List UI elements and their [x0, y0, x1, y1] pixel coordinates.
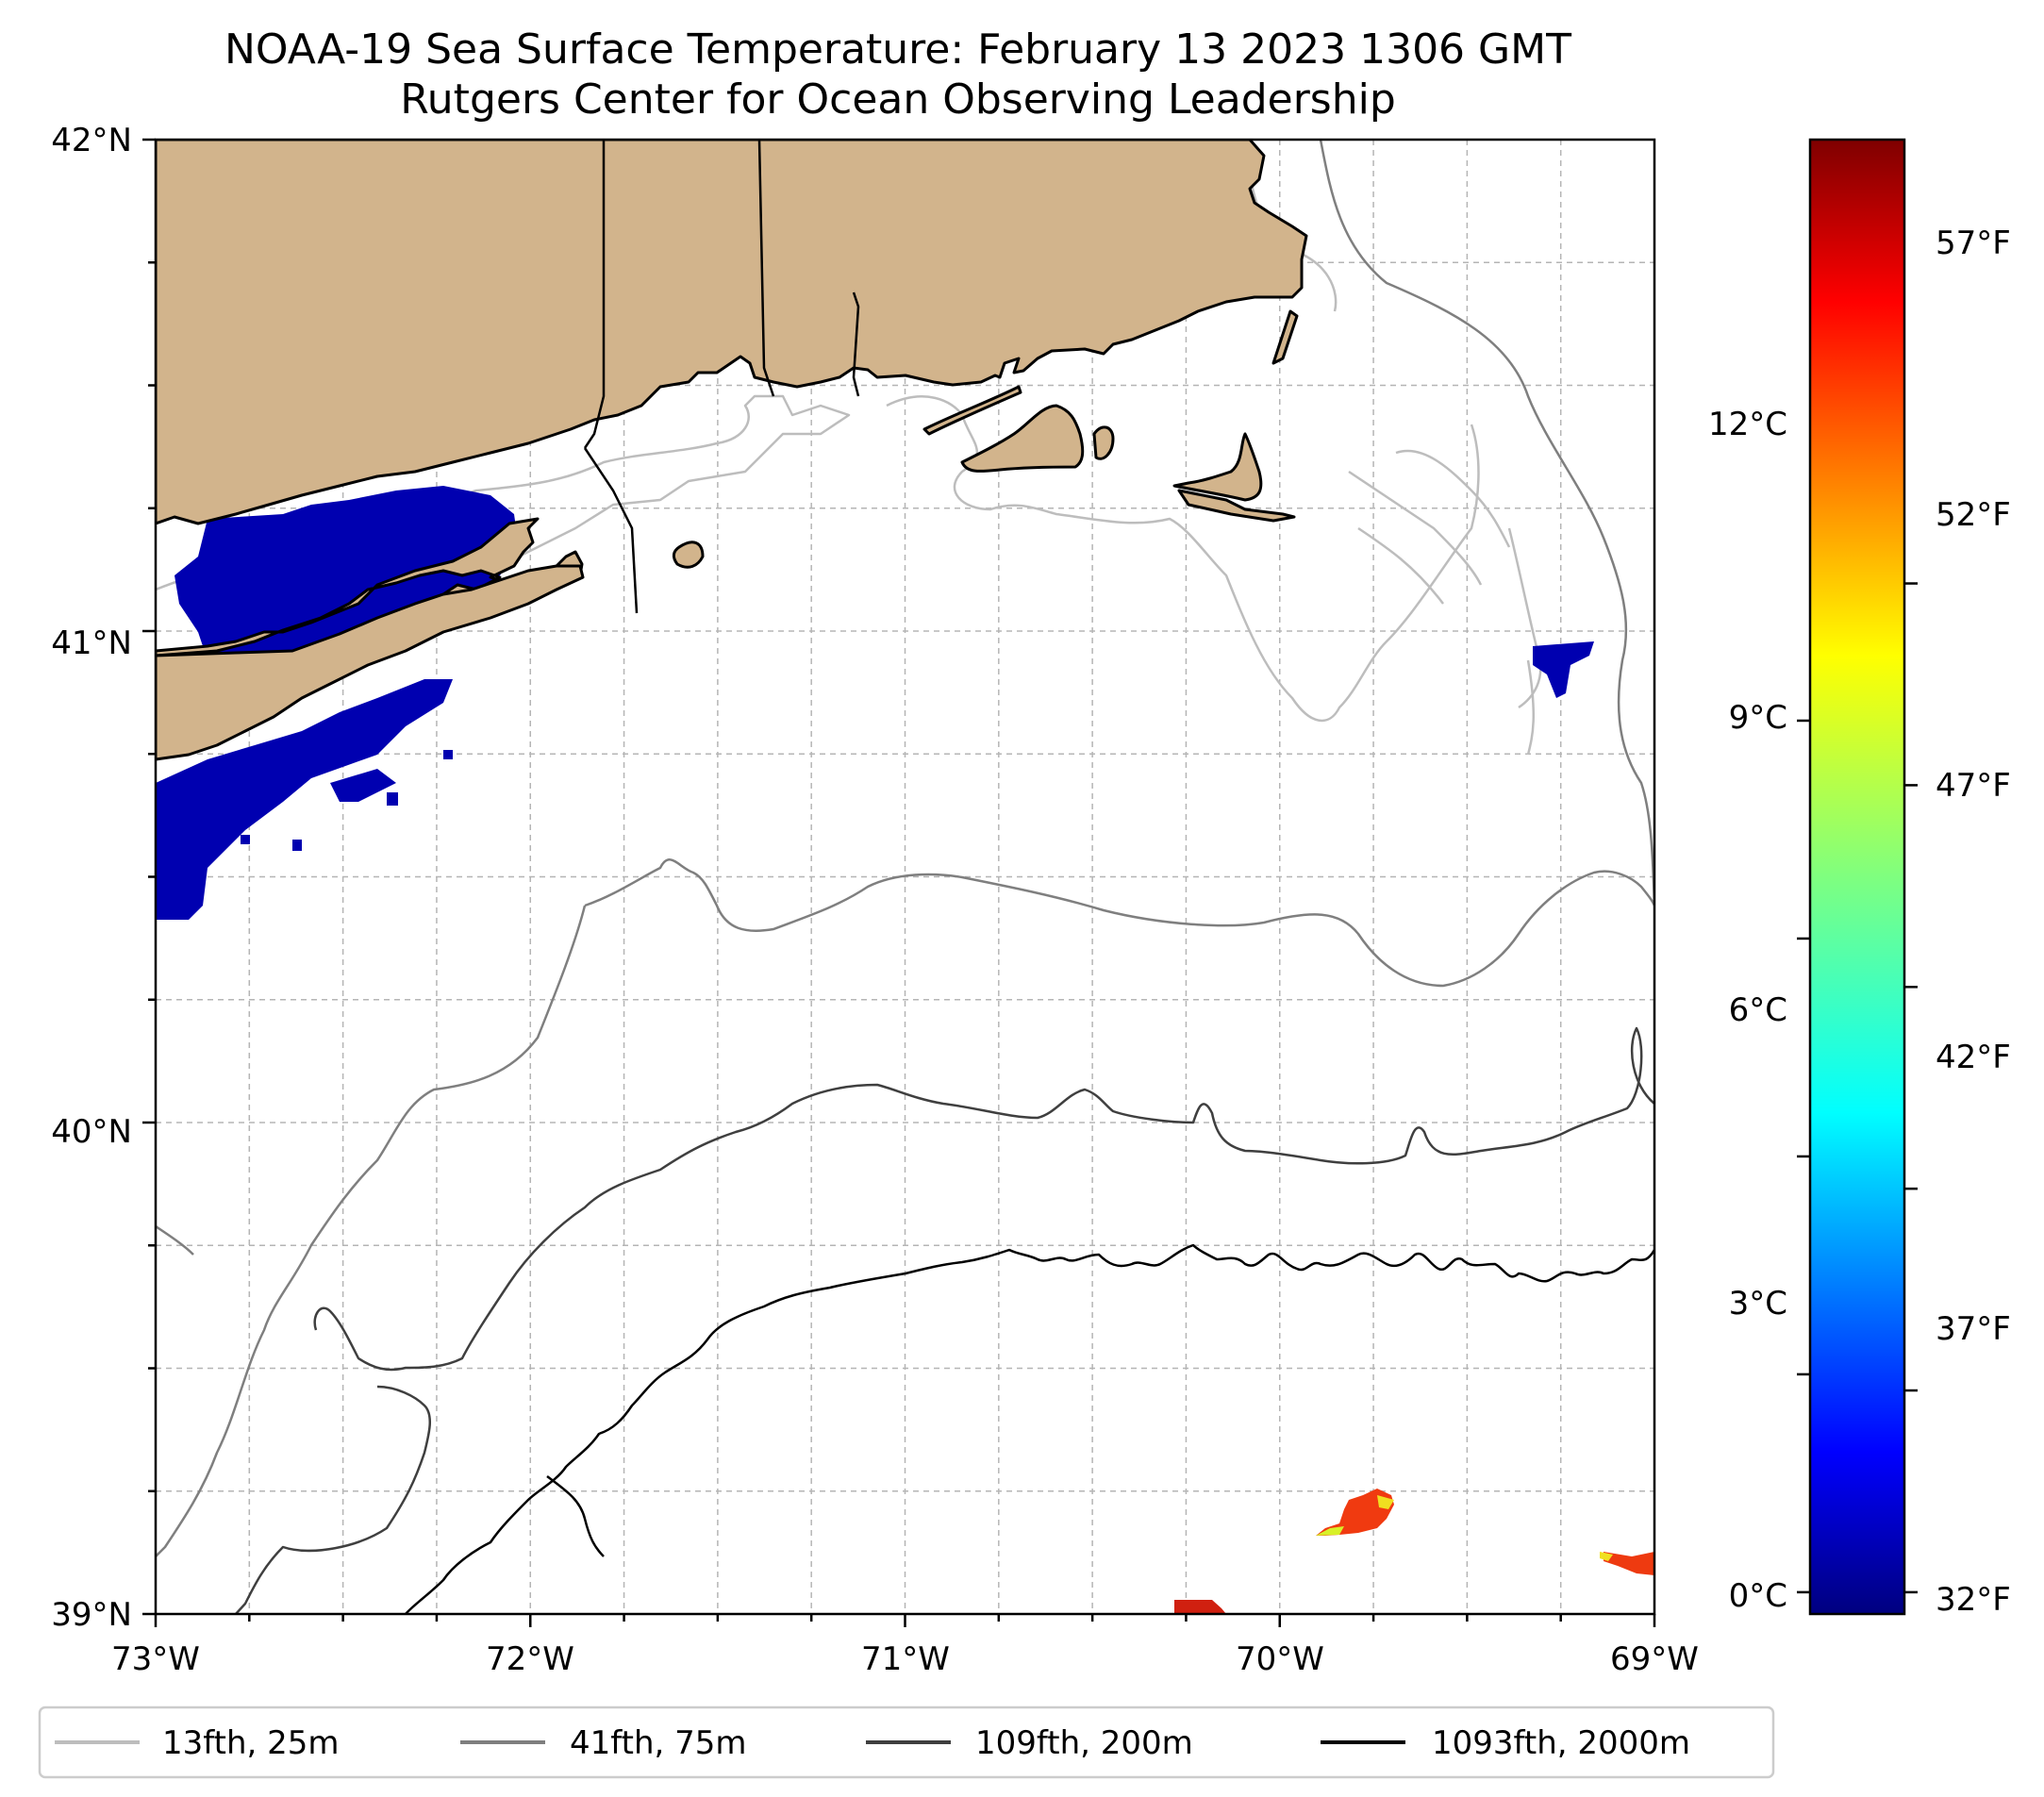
lon-tick-label-1: 72°W: [486, 1640, 574, 1678]
isobath-200m-line-b: [235, 1385, 431, 1614]
isobath-75m-line-b: [584, 858, 1654, 988]
land-monomoy: [1271, 309, 1299, 365]
colorbar: 0°C 3°C 6°C 9°C 12°C 32°F 37°F 42°F 47°F…: [1708, 138, 2011, 1619]
legend-label-2000m: 1093fth, 2000m: [1432, 1724, 1690, 1762]
sst-patch-long-island-sound: [174, 486, 519, 679]
lat-tick-label-1: 41°N: [51, 624, 132, 662]
isobath-75m-line-a: [1319, 140, 1654, 907]
lon-tick-label-0: 73°W: [111, 1640, 200, 1678]
sst-warm-patches: [1174, 1489, 1654, 1614]
isobath-75m: [156, 140, 1654, 1557]
sst-patch-warm-a-edge: [1316, 1526, 1344, 1536]
land-nantucket-tail: [1177, 489, 1296, 523]
legend-label-25m: 13fth, 25m: [162, 1724, 340, 1762]
sst-patch-nantucket: [1533, 641, 1594, 698]
colorbar-ticks: [1797, 582, 1918, 1594]
sst-pixel-d: [443, 750, 453, 759]
sst-patch-warm-a-top: [1377, 1495, 1394, 1509]
colorbar-gradient: [1808, 138, 1906, 1616]
land-elizabeth-islands: [922, 385, 1022, 436]
colorbar-celsius-label-0: 0°C: [1729, 1577, 1787, 1615]
land-long-island-main: [156, 564, 585, 761]
isobath-2000m-line-b: [546, 1474, 605, 1557]
colorbar-fahrenheit-label-5: 57°F: [1936, 225, 2011, 262]
map-panel: 73°W 72°W 71°W 70°W 69°W 42°N 41°N 40°N …: [51, 122, 1699, 1678]
isobath-2000m-line-a: [405, 1243, 1654, 1614]
colorbar-celsius-label-2: 6°C: [1729, 991, 1787, 1029]
colorbar-celsius-label-4: 12°C: [1708, 406, 1787, 443]
colorbar-celsius-label-1: 3°C: [1729, 1285, 1787, 1323]
sst-pixel-c: [387, 792, 398, 806]
lon-tick-label-4: 69°W: [1610, 1640, 1699, 1678]
isobath-2000m: [405, 1243, 1654, 1614]
colorbar-celsius-label-3: 9°C: [1729, 699, 1787, 737]
lon-tick-label-2: 71°W: [861, 1640, 950, 1678]
colorbar-fahrenheit-label-1: 37°F: [1936, 1310, 2011, 1348]
lat-tick-label-2: 40°N: [51, 1113, 132, 1151]
legend-label-75m: 41fth, 75m: [570, 1724, 747, 1762]
legend: 13fth, 25m 41fth, 75m 109fth, 200m 1093f…: [38, 1705, 1775, 1779]
lat-tick-label-3: 39°N: [51, 1596, 132, 1634]
land-chappaquiddick: [1092, 425, 1115, 460]
lon-tick-label-3: 70°W: [1236, 1640, 1324, 1678]
sst-patch-warm-c: [1174, 1600, 1226, 1614]
border-ct-ny-water: [583, 447, 639, 614]
sst-patch-warm-a: [1316, 1489, 1394, 1536]
sst-pixel-b: [292, 840, 302, 851]
sst-patch-warm-b-edge: [1600, 1552, 1613, 1561]
state-borders: [583, 140, 860, 614]
colorbar-fahrenheit-label-2: 42°F: [1936, 1039, 2011, 1076]
land-nantucket: [1172, 432, 1263, 502]
land-connecticut-ri-mass: [156, 140, 1308, 525]
isobath-75m-line-c: [156, 905, 587, 1557]
sst-patch-li-south-a: [156, 679, 453, 920]
figure-title: NOAA-19 Sea Surface Temperature: Februar…: [224, 25, 1571, 74]
lat-tick-label-0: 42°N: [51, 122, 132, 159]
border-ny-ct: [583, 140, 606, 449]
sst-patch-li-south-b: [330, 769, 396, 802]
land: [156, 140, 1308, 761]
legend-label-200m: 109fth, 200m: [975, 1724, 1193, 1762]
isobath-200m: [235, 1026, 1654, 1614]
isobath-25m-line-b: [886, 395, 1480, 723]
land-marthas-vineyard: [960, 404, 1085, 474]
land-block-island: [672, 541, 705, 569]
border-ri-ma: [852, 291, 860, 397]
colorbar-fahrenheit-label-0: 32°F: [1936, 1581, 2011, 1619]
sst-pixel-a: [241, 835, 250, 844]
isobath-25m-line-e: [1348, 449, 1511, 605]
colorbar-fahrenheit-label-4: 52°F: [1936, 496, 2011, 534]
colorbar-fahrenheit-label-3: 47°F: [1936, 767, 2011, 805]
figure-subtitle: Rutgers Center for Ocean Observing Leade…: [400, 75, 1396, 124]
isobath-75m-line-d: [156, 1224, 194, 1256]
border-ct-ri: [757, 140, 775, 397]
axis-ticks: [142, 138, 1656, 1627]
isobath-200m-line-a: [313, 1026, 1654, 1372]
sst-patch-warm-b: [1604, 1552, 1654, 1575]
